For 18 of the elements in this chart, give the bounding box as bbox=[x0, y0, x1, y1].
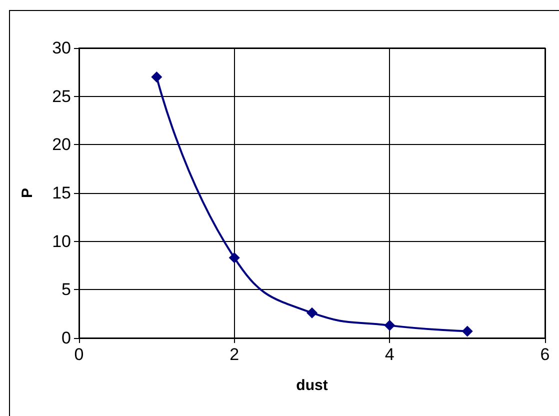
y-tick-label: 10 bbox=[52, 232, 71, 251]
point bbox=[306, 307, 318, 318]
point bbox=[151, 72, 162, 82]
y-tick-label: 15 bbox=[52, 184, 71, 202]
x-tick-label: 0 bbox=[74, 345, 84, 364]
y-tick-label: 25 bbox=[52, 86, 71, 106]
y-tick-label: 20 bbox=[52, 135, 71, 154]
point bbox=[384, 320, 396, 331]
x-tick-label: 2 bbox=[230, 345, 240, 364]
y-tick-label: 30 bbox=[52, 38, 71, 58]
y-tick-label: 0 bbox=[62, 328, 71, 348]
point bbox=[462, 326, 473, 337]
point bbox=[228, 252, 240, 264]
y-axis-title: P bbox=[19, 188, 36, 198]
x-tick-label: 6 bbox=[540, 345, 550, 364]
y-tick-label: 5 bbox=[62, 280, 71, 300]
x-axis-title: dust bbox=[296, 377, 328, 394]
x-tick-label: 4 bbox=[384, 345, 394, 364]
